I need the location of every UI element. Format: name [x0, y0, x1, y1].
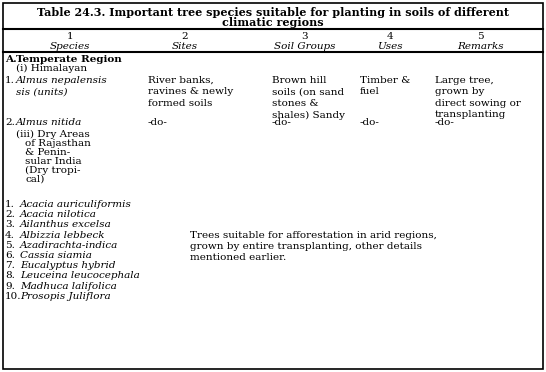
Text: Acacia nilotica: Acacia nilotica [20, 210, 97, 219]
Text: 10.: 10. [5, 292, 21, 301]
Text: sular India: sular India [25, 157, 81, 166]
Text: Almus nepalensis
sis (units): Almus nepalensis sis (units) [16, 76, 108, 96]
Text: -do-: -do- [360, 118, 380, 127]
Text: & Penin-: & Penin- [25, 148, 70, 157]
Text: Species: Species [50, 42, 90, 51]
Text: 1.: 1. [5, 76, 15, 85]
Text: 8.: 8. [5, 272, 15, 280]
Text: 2: 2 [182, 32, 188, 41]
Text: Remarks: Remarks [456, 42, 503, 51]
Text: Prosopis Juliflora: Prosopis Juliflora [20, 292, 111, 301]
Text: Cassia siamia: Cassia siamia [20, 251, 92, 260]
Text: Azadirachta-indica: Azadirachta-indica [20, 241, 118, 250]
Text: (Dry tropi-: (Dry tropi- [25, 166, 80, 175]
Text: -do-: -do- [272, 118, 292, 127]
Text: 4.: 4. [5, 231, 15, 240]
Text: A.: A. [5, 55, 17, 64]
Text: Sites: Sites [172, 42, 198, 51]
Text: cal): cal) [25, 175, 44, 184]
Text: 3: 3 [302, 32, 308, 41]
Text: Table 24.3. Important tree species suitable for planting in soils of different: Table 24.3. Important tree species suita… [37, 7, 509, 18]
Text: Almus nitida: Almus nitida [16, 118, 82, 127]
Text: 9.: 9. [5, 282, 15, 291]
Text: Acacia auriculiformis: Acacia auriculiformis [20, 200, 132, 209]
Text: Soil Groups: Soil Groups [274, 42, 336, 51]
Text: 5.: 5. [5, 241, 15, 250]
Text: Brown hill
soils (on sand
stones &
shales) Sandy: Brown hill soils (on sand stones & shale… [272, 76, 345, 119]
Text: 1.: 1. [5, 200, 15, 209]
Text: climatic regions: climatic regions [222, 17, 324, 28]
Text: River banks,
ravines & newly
formed soils: River banks, ravines & newly formed soil… [148, 76, 233, 108]
Text: Uses: Uses [377, 42, 403, 51]
Text: Temperate Region: Temperate Region [16, 55, 122, 64]
Text: 2.: 2. [5, 210, 15, 219]
Text: of Rajasthan: of Rajasthan [25, 139, 91, 148]
Text: 2.: 2. [5, 118, 15, 127]
Text: -do-: -do- [148, 118, 168, 127]
Text: Eucalyptus hybrid: Eucalyptus hybrid [20, 261, 116, 270]
Text: 4: 4 [387, 32, 393, 41]
Text: Madhuca lalifolica: Madhuca lalifolica [20, 282, 117, 291]
Text: (iii) Dry Areas: (iii) Dry Areas [16, 130, 90, 139]
Text: Albizzia lebbeck: Albizzia lebbeck [20, 231, 105, 240]
Text: -do-: -do- [435, 118, 455, 127]
Text: 6.: 6. [5, 251, 15, 260]
Text: 3.: 3. [5, 220, 15, 230]
Text: 1: 1 [67, 32, 73, 41]
Text: Trees suitable for afforestation in arid regions,
grown by entire transplanting,: Trees suitable for afforestation in arid… [190, 231, 437, 263]
Text: (i) Himalayan: (i) Himalayan [16, 64, 87, 73]
Text: Timber &
fuel: Timber & fuel [360, 76, 411, 96]
Text: Leuceina leucocephala: Leuceina leucocephala [20, 272, 140, 280]
Text: 7.: 7. [5, 261, 15, 270]
Text: Ailanthus excelsa: Ailanthus excelsa [20, 220, 112, 230]
Text: Large tree,
grown by
direct sowing or
transplanting: Large tree, grown by direct sowing or tr… [435, 76, 521, 119]
Text: 5: 5 [477, 32, 483, 41]
